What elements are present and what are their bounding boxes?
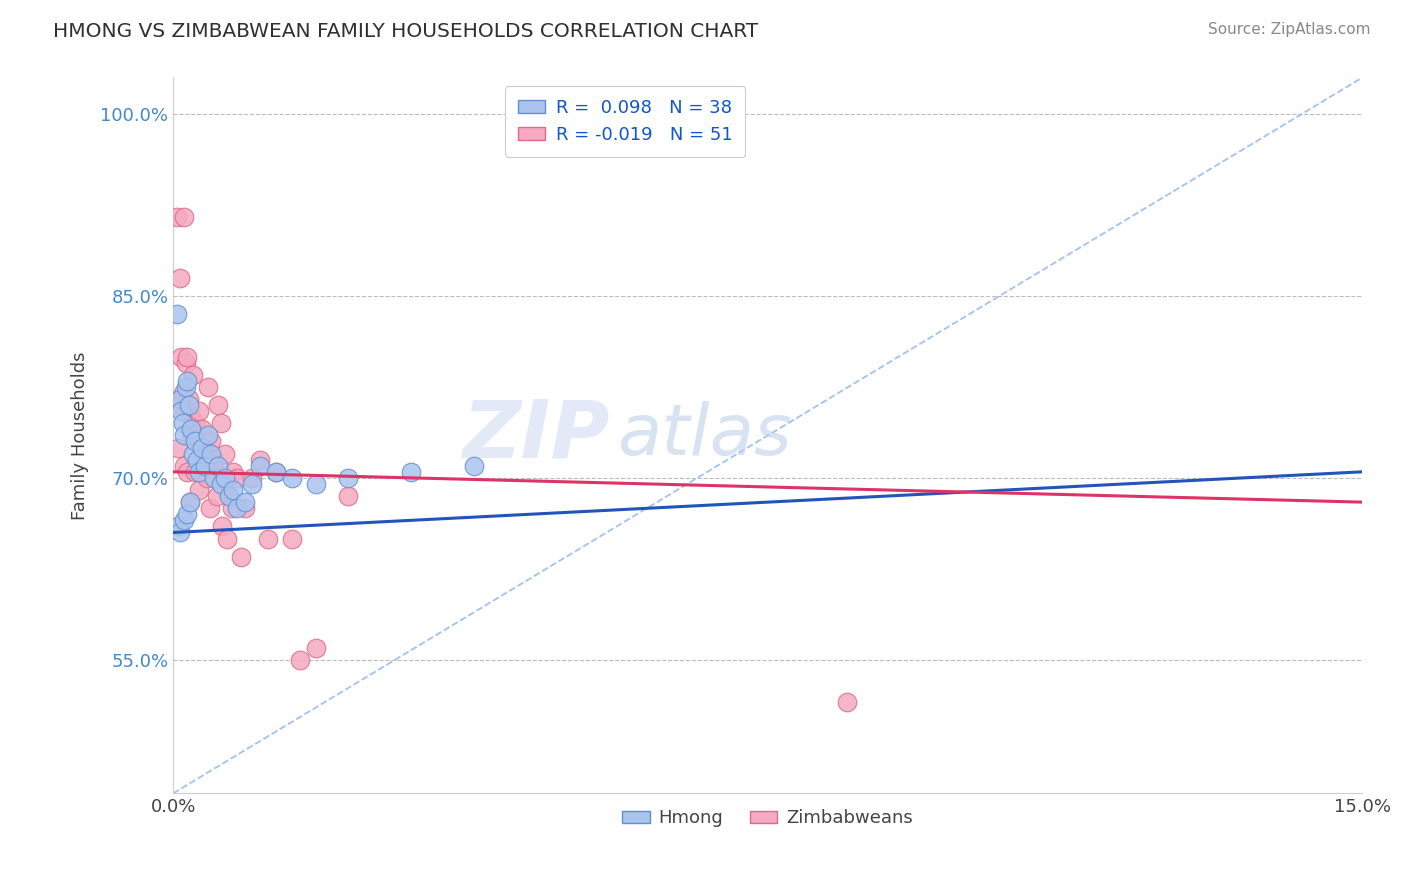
Point xyxy=(180,422,202,436)
Point xyxy=(221,465,243,479)
Point xyxy=(281,471,304,485)
Point xyxy=(169,270,191,285)
Point xyxy=(266,465,288,479)
Point xyxy=(193,447,215,461)
Point xyxy=(214,447,236,461)
Point xyxy=(181,368,204,382)
Point xyxy=(176,374,198,388)
Point xyxy=(225,471,247,485)
Point xyxy=(217,532,239,546)
Point xyxy=(209,477,232,491)
Point xyxy=(184,417,207,431)
Point xyxy=(174,380,197,394)
Point xyxy=(197,380,219,394)
Point xyxy=(173,428,195,442)
Point xyxy=(172,417,194,431)
Point xyxy=(190,422,212,436)
Point xyxy=(177,398,200,412)
Point xyxy=(218,489,240,503)
Point xyxy=(176,508,198,522)
Point xyxy=(266,465,288,479)
Text: HMONG VS ZIMBABWEAN FAMILY HOUSEHOLDS CORRELATION CHART: HMONG VS ZIMBABWEAN FAMILY HOUSEHOLDS CO… xyxy=(53,22,759,41)
Point xyxy=(288,653,311,667)
Point xyxy=(399,465,422,479)
Point xyxy=(174,355,197,369)
Point xyxy=(166,210,188,224)
Text: atlas: atlas xyxy=(617,401,792,470)
Point xyxy=(179,495,201,509)
Point xyxy=(167,441,190,455)
Point xyxy=(188,404,211,418)
Point xyxy=(233,495,256,509)
Point xyxy=(167,519,190,533)
Point xyxy=(229,549,252,564)
Legend: Hmong, Zimbabweans: Hmong, Zimbabweans xyxy=(616,802,921,834)
Point xyxy=(188,465,211,479)
Point xyxy=(195,471,218,485)
Point xyxy=(218,489,240,503)
Point xyxy=(183,465,205,479)
Point xyxy=(207,398,229,412)
Point xyxy=(194,441,217,455)
Point xyxy=(181,428,204,442)
Point xyxy=(200,447,222,461)
Point xyxy=(180,410,202,425)
Point xyxy=(281,532,304,546)
Point xyxy=(336,489,359,503)
Point xyxy=(214,471,236,485)
Point xyxy=(201,458,224,473)
Point xyxy=(173,210,195,224)
Point xyxy=(242,477,264,491)
Point xyxy=(221,483,243,497)
Point xyxy=(169,525,191,540)
Point xyxy=(233,501,256,516)
Point xyxy=(176,350,198,364)
Point xyxy=(204,471,226,485)
Point xyxy=(305,477,328,491)
Y-axis label: Family Households: Family Households xyxy=(72,351,89,520)
Point xyxy=(225,501,247,516)
Point xyxy=(200,434,222,449)
Point xyxy=(204,452,226,467)
Point xyxy=(173,513,195,527)
Point xyxy=(221,501,243,516)
Point xyxy=(211,519,233,533)
Point xyxy=(207,458,229,473)
Point xyxy=(336,471,359,485)
Point xyxy=(169,392,191,406)
Point xyxy=(194,458,217,473)
Point xyxy=(177,392,200,406)
Text: ZIP: ZIP xyxy=(463,396,609,475)
Point xyxy=(186,452,208,467)
Point xyxy=(305,640,328,655)
Point xyxy=(176,465,198,479)
Point xyxy=(463,458,485,473)
Point xyxy=(205,489,228,503)
Point xyxy=(169,398,191,412)
Point xyxy=(249,452,271,467)
Point xyxy=(249,458,271,473)
Point xyxy=(166,307,188,321)
Point xyxy=(179,495,201,509)
Point xyxy=(181,447,204,461)
Point xyxy=(173,458,195,473)
Text: Source: ZipAtlas.com: Source: ZipAtlas.com xyxy=(1208,22,1371,37)
Point xyxy=(170,404,193,418)
Point xyxy=(184,434,207,449)
Point xyxy=(257,532,280,546)
Point xyxy=(172,385,194,400)
Point xyxy=(198,501,221,516)
Point xyxy=(190,441,212,455)
Point xyxy=(197,428,219,442)
Point xyxy=(187,483,209,497)
Point xyxy=(186,428,208,442)
Point xyxy=(837,695,859,709)
Point xyxy=(170,350,193,364)
Point xyxy=(209,417,232,431)
Point xyxy=(242,471,264,485)
